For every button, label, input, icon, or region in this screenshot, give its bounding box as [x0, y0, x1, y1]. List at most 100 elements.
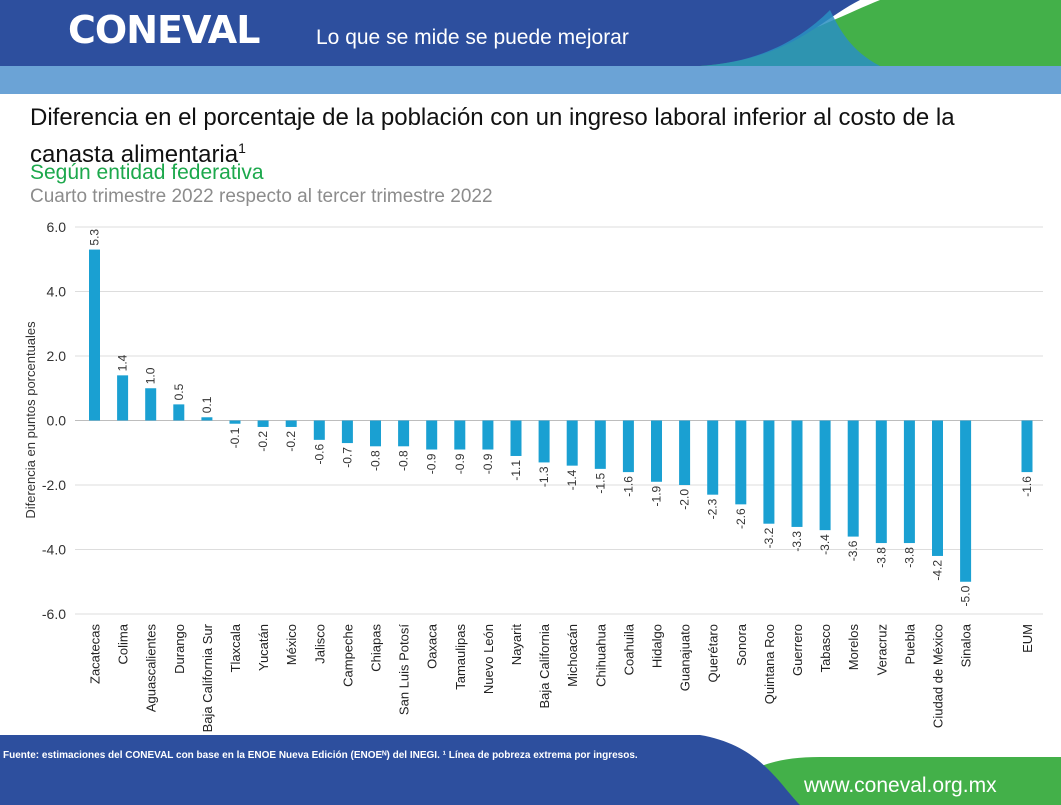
data-label: -3.2	[762, 527, 776, 548]
data-label: -2.6	[734, 508, 748, 529]
y-tick-label: 2.0	[47, 348, 67, 364]
chart-title-text: Diferencia en el porcentaje de la poblac…	[30, 104, 955, 168]
category-label: Guanajuato	[678, 624, 693, 691]
bar	[622, 420, 634, 473]
footer-banner	[0, 735, 1061, 805]
data-label: 0.1	[200, 396, 214, 413]
title-footnote-mark: 1	[238, 140, 246, 156]
bar	[932, 420, 943, 556]
chart-period: Cuarto trimestre 2022 respecto al tercer…	[30, 186, 493, 207]
bar	[707, 420, 719, 495]
category-label: Tlaxcala	[228, 623, 243, 672]
data-label: -1.5	[593, 473, 607, 494]
bar	[117, 375, 129, 421]
category-label: Sonora	[734, 623, 749, 666]
category-label: Campeche	[340, 624, 355, 687]
bar	[735, 420, 747, 505]
bar	[791, 420, 803, 527]
category-label: Michoacán	[565, 624, 580, 687]
category-label: Quintana Roo	[762, 624, 777, 704]
bar	[285, 420, 297, 427]
bar	[960, 420, 972, 582]
category-label: Jalisco	[312, 624, 327, 664]
data-label: -3.8	[874, 547, 888, 568]
bar	[594, 420, 606, 469]
bar	[1021, 420, 1033, 473]
data-label: -0.6	[312, 444, 326, 465]
category-label: Puebla	[902, 623, 917, 664]
y-tick-label: -2.0	[42, 477, 66, 493]
data-label: -1.6	[621, 476, 635, 497]
coneval-logo: CONEVAL	[68, 8, 260, 52]
data-label: -0.9	[425, 453, 439, 474]
category-label: Coahuila	[621, 623, 636, 675]
data-label: 1.4	[116, 354, 130, 371]
data-label: -3.6	[846, 540, 860, 561]
category-label: Nayarit	[509, 624, 524, 666]
bar	[651, 420, 662, 482]
category-label: Hidalgo	[650, 624, 665, 668]
data-label: -0.2	[256, 431, 270, 452]
category-label: EUM	[1020, 624, 1035, 653]
category-label: Aguascalientes	[144, 624, 159, 713]
data-label: 5.3	[88, 229, 102, 246]
y-axis-label: Diferencia en puntos porcentuales	[23, 321, 38, 519]
bar	[566, 420, 578, 466]
data-label: -0.8	[369, 450, 383, 471]
data-label: -0.8	[397, 450, 411, 471]
data-label: -1.4	[565, 469, 579, 490]
category-label: Morelos	[846, 624, 861, 671]
bar	[482, 420, 494, 450]
data-label: -0.2	[284, 431, 298, 452]
data-label: -5.0	[959, 585, 973, 606]
bar	[426, 420, 438, 450]
chart-subtitle: Según entidad federativa	[30, 161, 264, 184]
bar	[89, 249, 100, 421]
source-note: Fuente: estimaciones del CONEVAL con bas…	[3, 750, 638, 761]
data-label: -0.9	[453, 453, 467, 474]
category-label: Veracruz	[874, 624, 889, 675]
header-banner	[0, 0, 1061, 94]
category-label: San Luis Potosí	[397, 624, 412, 715]
bar	[679, 420, 691, 485]
data-label: -3.3	[790, 531, 804, 552]
category-label: Baja California Sur	[200, 623, 215, 732]
category-label: Chihuahua	[593, 623, 608, 687]
y-tick-label: 6.0	[47, 219, 67, 235]
data-label: -4.2	[931, 560, 945, 581]
bar	[341, 420, 353, 444]
data-label: -1.6	[1020, 476, 1034, 497]
y-tick-label: -4.0	[42, 542, 66, 558]
data-label: -2.0	[678, 489, 692, 510]
data-label: -1.1	[509, 460, 523, 481]
bar	[454, 420, 466, 450]
category-label: Durango	[172, 624, 187, 674]
category-label: Guerrero	[790, 624, 805, 676]
chart-title: Diferencia en el porcentaje de la poblac…	[30, 103, 1030, 170]
bar	[257, 420, 269, 427]
bar	[370, 420, 381, 447]
bar	[763, 420, 775, 524]
website-link[interactable]: www.coneval.org.mx	[804, 774, 997, 797]
category-label: Sinaloa	[959, 623, 974, 667]
bar	[875, 420, 887, 544]
data-label: -1.9	[650, 485, 664, 506]
bar	[510, 420, 522, 456]
tagline: Lo que se mide se puede mejorar	[316, 26, 629, 49]
bar	[145, 388, 157, 421]
bar	[201, 417, 213, 421]
category-label: Ciudad de México	[931, 624, 946, 728]
data-label: -3.4	[818, 534, 832, 555]
data-label: 0.5	[172, 383, 186, 400]
bar	[313, 420, 325, 440]
y-tick-label: -6.0	[42, 606, 66, 622]
category-label: Nuevo León	[481, 624, 496, 694]
data-label: -2.3	[706, 498, 720, 519]
y-tick-label: 0.0	[47, 413, 67, 429]
y-tick-label: 4.0	[47, 284, 67, 300]
bar	[847, 420, 859, 537]
data-label: -0.9	[481, 453, 495, 474]
data-label: 1.0	[144, 367, 158, 384]
bar	[903, 420, 915, 544]
